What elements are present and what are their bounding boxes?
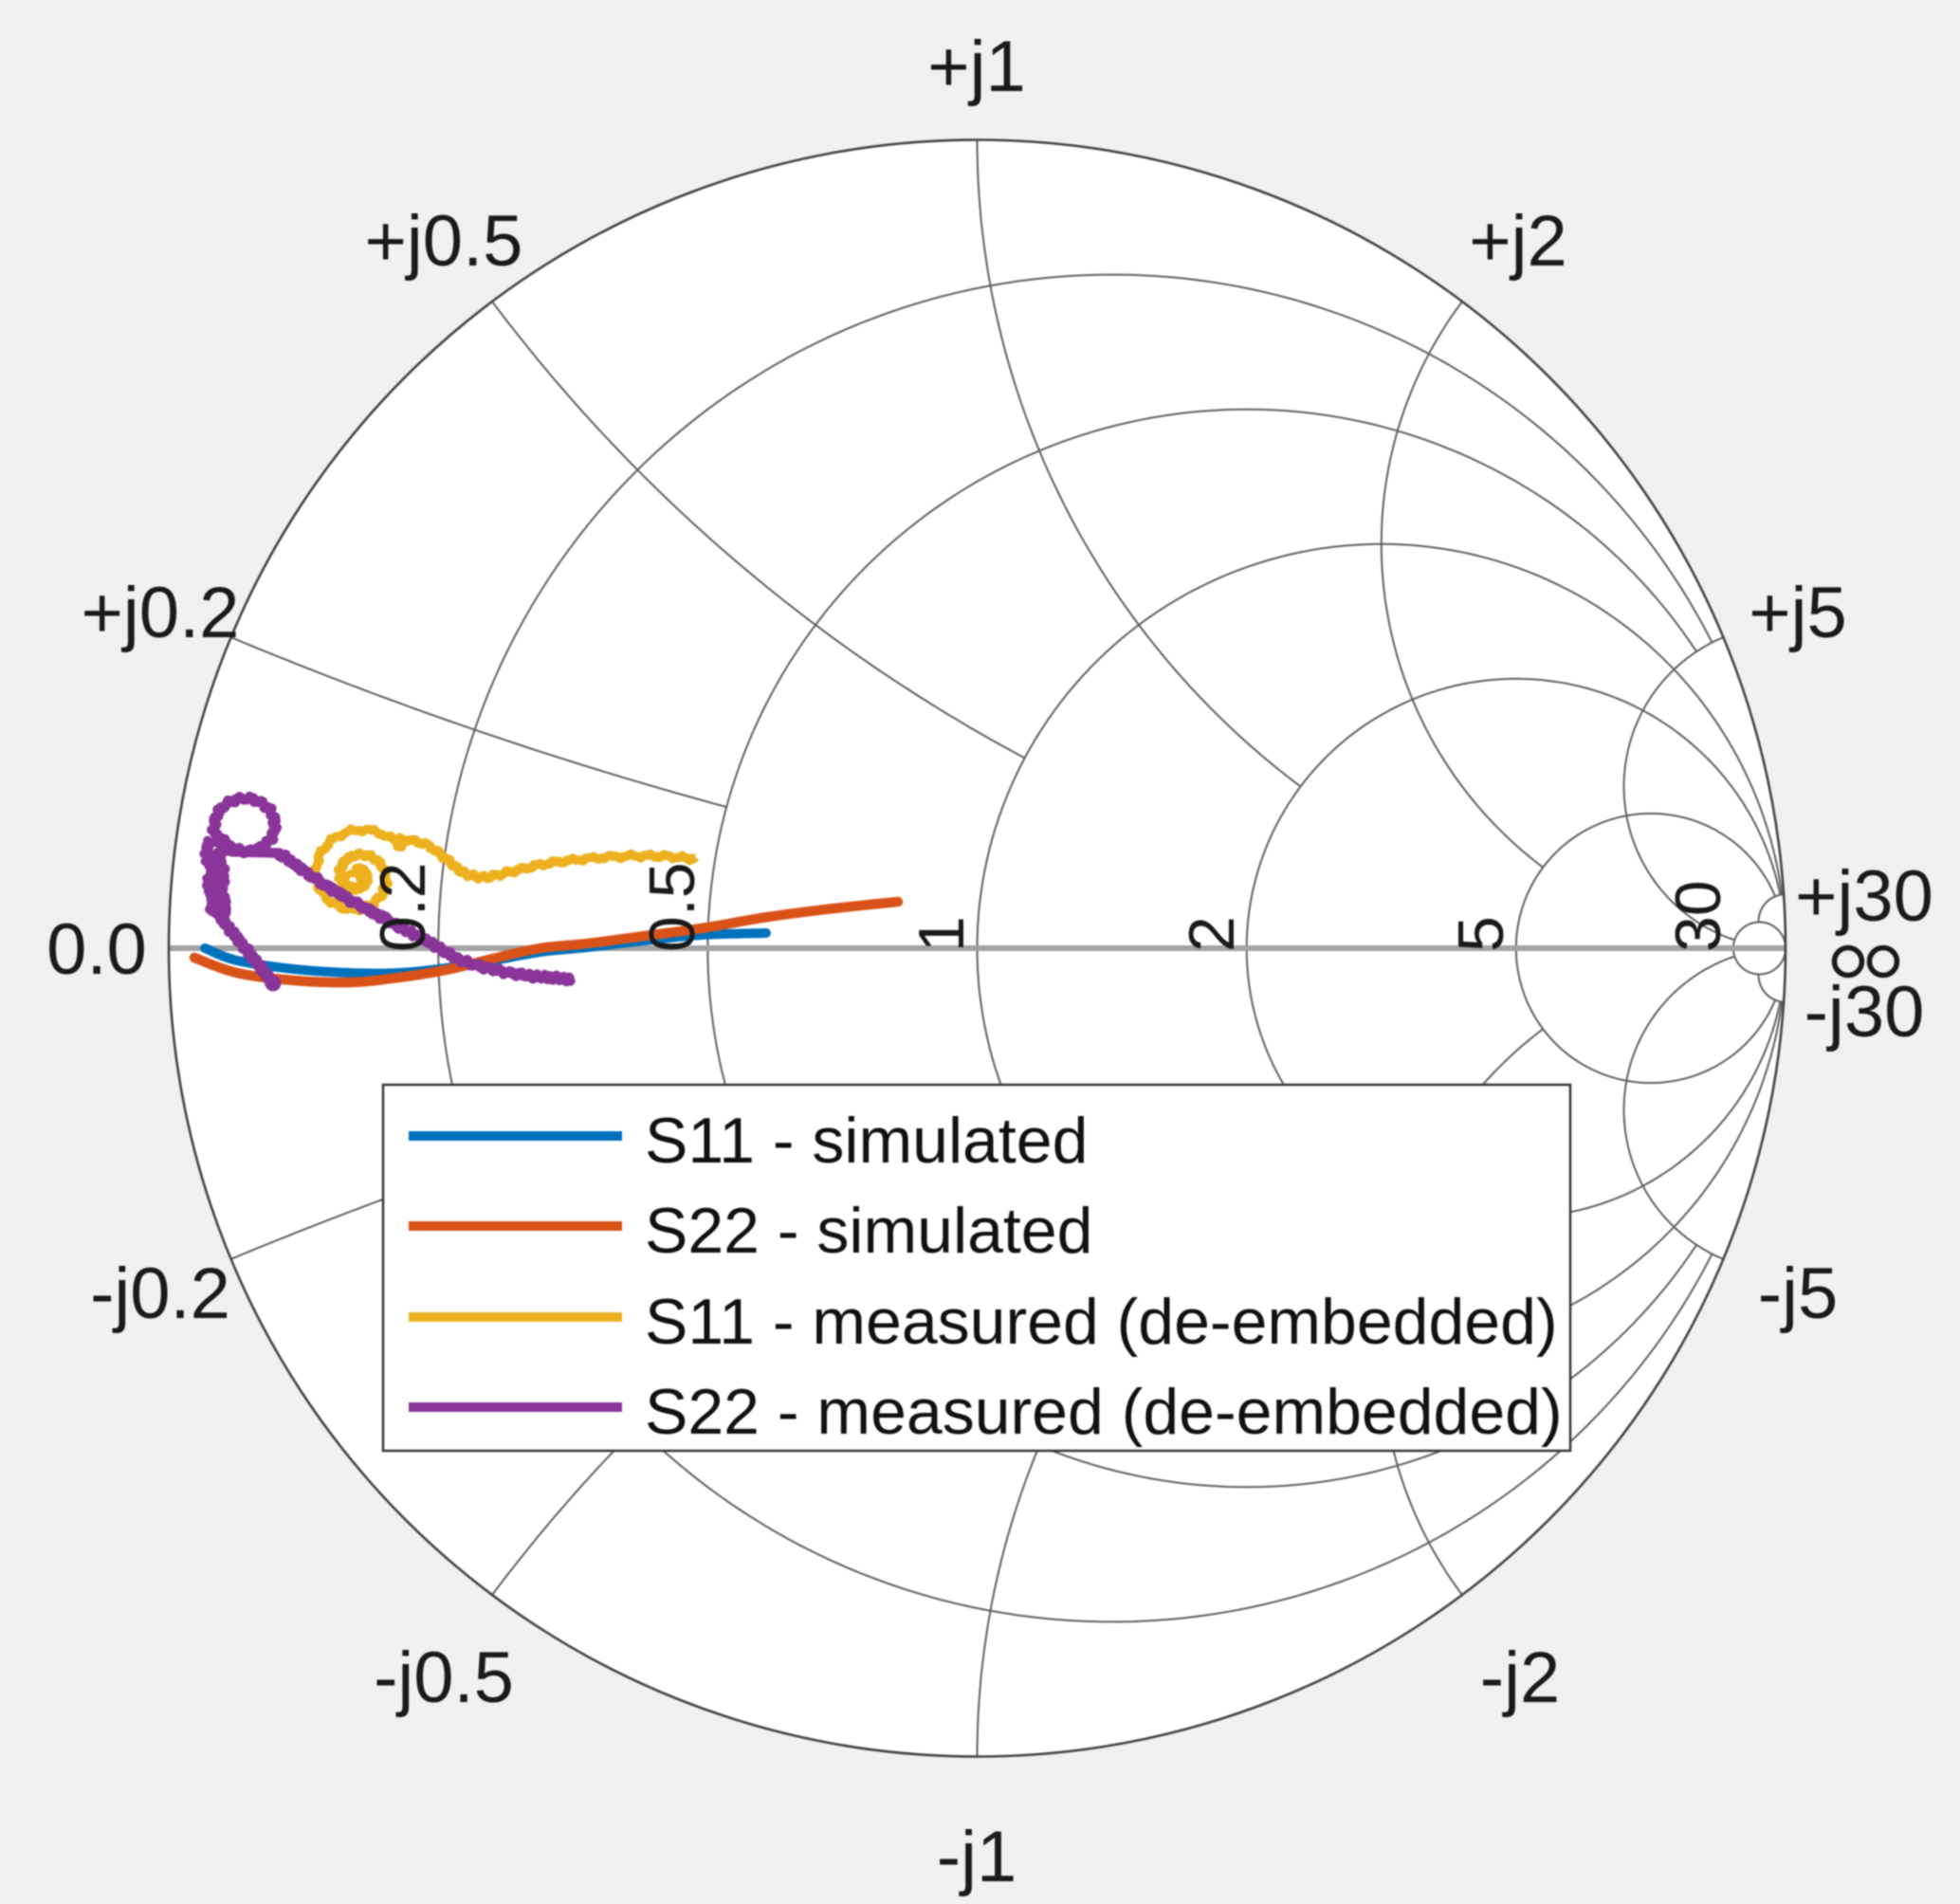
svg-text:+j30: +j30 (1795, 856, 1933, 937)
svg-text:-j1: -j1 (937, 1817, 1017, 1897)
svg-text:0.0: 0.0 (46, 909, 147, 990)
svg-text:-j30: -j30 (1804, 972, 1925, 1053)
svg-text:30: 30 (1662, 880, 1734, 952)
svg-text:S11 - simulated: S11 - simulated (645, 1105, 1088, 1177)
svg-text:-j2: -j2 (1480, 1638, 1560, 1718)
svg-text:+j2: +j2 (1469, 201, 1567, 282)
svg-text:-j5: -j5 (1758, 1254, 1838, 1334)
svg-text:+j5: +j5 (1749, 573, 1847, 653)
svg-text:S22 - measured (de-embedded): S22 - measured (de-embedded) (645, 1376, 1563, 1448)
svg-text:2: 2 (1176, 916, 1248, 952)
svg-text:S22 - simulated: S22 - simulated (645, 1195, 1092, 1267)
svg-text:+j0.5: +j0.5 (365, 201, 523, 282)
svg-text:5: 5 (1445, 916, 1517, 952)
svg-text:0.5: 0.5 (636, 862, 708, 952)
svg-text:-j0.5: -j0.5 (374, 1638, 514, 1718)
svg-text:1: 1 (906, 916, 978, 952)
svg-text:+j0.2: +j0.2 (82, 573, 240, 653)
svg-text:-j0.2: -j0.2 (90, 1254, 230, 1334)
svg-text:S11 - measured (de-embedded): S11 - measured (de-embedded) (645, 1286, 1558, 1358)
svg-text:0.2: 0.2 (367, 862, 439, 952)
svg-text:+j1: +j1 (927, 27, 1026, 107)
